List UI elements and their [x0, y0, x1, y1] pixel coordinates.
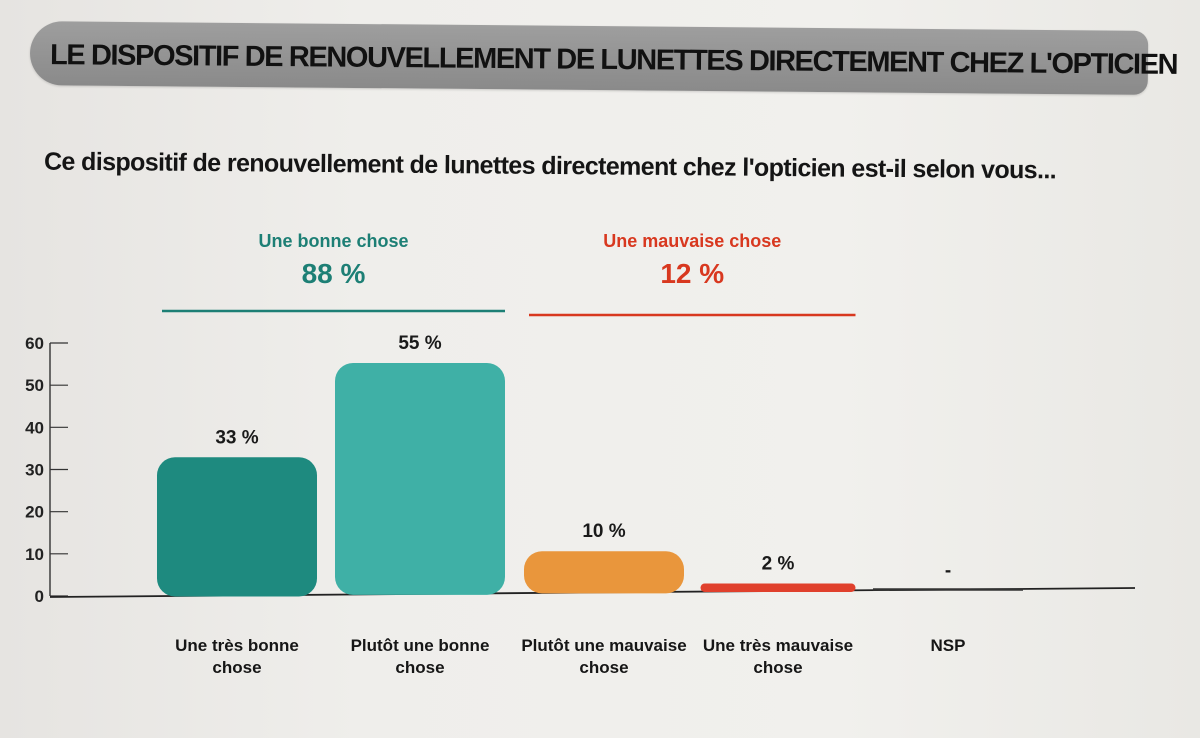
group-value: 12 % [660, 258, 724, 289]
y-tick-label: 50 [25, 376, 44, 395]
category-label-line: chose [579, 658, 628, 677]
value-label: 2 % [762, 554, 795, 575]
value-label: 10 % [582, 521, 625, 542]
category-label: NSP [931, 636, 966, 655]
value-label: - [945, 561, 951, 582]
category-label-line: Une très bonne [175, 636, 299, 655]
y-tick-label: 20 [25, 503, 44, 522]
y-tick-label: 60 [25, 334, 44, 353]
bar [157, 457, 317, 597]
category-label-line: Une très mauvaise [703, 636, 853, 655]
bar [524, 551, 684, 594]
group-label: Une mauvaise chose [603, 231, 781, 251]
category-label-line: chose [395, 658, 444, 677]
category-label: Plutôt une bonne chose [351, 636, 490, 677]
bar [700, 583, 856, 592]
value-label: 33 % [215, 427, 258, 448]
category-label-line: Plutôt une bonne [351, 636, 490, 655]
y-tick-label: 40 [25, 418, 44, 437]
category-label-line: NSP [931, 636, 966, 655]
group-value: 88 % [302, 258, 366, 289]
category-label-line: chose [212, 658, 261, 677]
group-label: Une bonne chose [258, 231, 408, 251]
category-label: Plutôt une mauvaise chose [521, 636, 686, 677]
category-label: Une très bonne chose [175, 636, 299, 677]
value-label: 55 % [398, 333, 441, 354]
bar [335, 363, 505, 595]
category-label: Une très mauvaise chose [703, 636, 853, 677]
category-label-line: Plutôt une mauvaise [521, 636, 686, 655]
category-label-line: chose [753, 658, 802, 677]
y-tick-label: 10 [25, 545, 44, 564]
y-tick-label: 30 [25, 461, 44, 480]
y-tick-label: 0 [35, 587, 44, 606]
